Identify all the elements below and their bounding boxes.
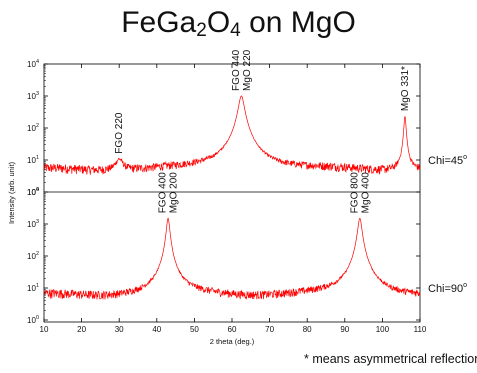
y-tick-exponent: 2	[36, 123, 39, 129]
peak-label: FGO 400	[158, 172, 169, 214]
peak-label: FGO 800	[349, 172, 360, 214]
panel-label: Chi=90o	[428, 282, 467, 295]
x-tick-label: 110	[414, 325, 427, 334]
peak-label: MgO 220	[242, 49, 253, 91]
degree-sup: o	[463, 282, 467, 289]
y-tick-label: 104	[27, 187, 39, 197]
x-tick-label: 50	[190, 325, 199, 334]
y-tick-label: 100	[27, 187, 39, 197]
title-subscript-2: 2	[196, 20, 207, 41]
title-formula-part: FeGa	[121, 6, 197, 39]
spectrum-line-1	[43, 95, 421, 175]
x-tick-label: 90	[340, 325, 349, 334]
title-subscript-4: 4	[230, 20, 241, 41]
x-tick-label: 100	[376, 325, 390, 334]
y-tick-label: 100	[27, 315, 39, 325]
spectrum-line-2	[43, 217, 421, 300]
y-tick-exponent: 3	[36, 91, 39, 97]
x-tick-label: 20	[77, 325, 86, 334]
footnote: * means asymmetrical reflection	[304, 352, 477, 366]
y-tick-exponent: 2	[36, 251, 39, 257]
y-tick-exponent: 1	[36, 283, 39, 289]
x-tick-label: 60	[228, 325, 237, 334]
peak-label: FGO 440	[231, 49, 242, 91]
y-tick-label: 102	[27, 251, 39, 261]
peak-label: MgO 400	[360, 172, 371, 214]
x-axis-label: 2 theta (deg.)	[210, 337, 255, 346]
y-tick-label: 102	[27, 123, 39, 133]
slide-title: FeGa2O4 on MgO	[0, 6, 477, 42]
title-oxygen: O	[206, 6, 231, 39]
x-tick-label: 10	[40, 325, 49, 334]
y-tick-exponent: 1	[36, 155, 39, 161]
y-tick-exponent: 0	[36, 187, 39, 193]
x-tick-label: 70	[265, 325, 274, 334]
y-tick-label: 104	[27, 59, 39, 69]
y-tick-exponent: 0	[36, 315, 39, 321]
y-tick-exponent: 3	[36, 219, 39, 225]
peak-label: MgO 331*	[400, 66, 411, 111]
degree-sup: o	[463, 154, 467, 161]
y-tick-exponent: 4	[36, 187, 39, 193]
y-tick-label: 101	[27, 155, 39, 165]
peak-label: FGO 220	[114, 112, 125, 154]
peak-label: MgO 200	[169, 172, 180, 214]
y-tick-label: 103	[27, 91, 39, 101]
y-axis-label: Intensity (arb. unit)	[7, 161, 16, 224]
title-rest: on MgO	[240, 6, 356, 39]
x-tick-label: 30	[115, 325, 124, 334]
y-tick-exponent: 4	[36, 59, 39, 65]
x-tick-label: 40	[152, 325, 161, 334]
panel-label: Chi=45o	[428, 154, 467, 167]
x-tick-label: 80	[303, 325, 312, 334]
y-tick-label: 103	[27, 219, 39, 229]
y-tick-label: 101	[27, 283, 39, 293]
